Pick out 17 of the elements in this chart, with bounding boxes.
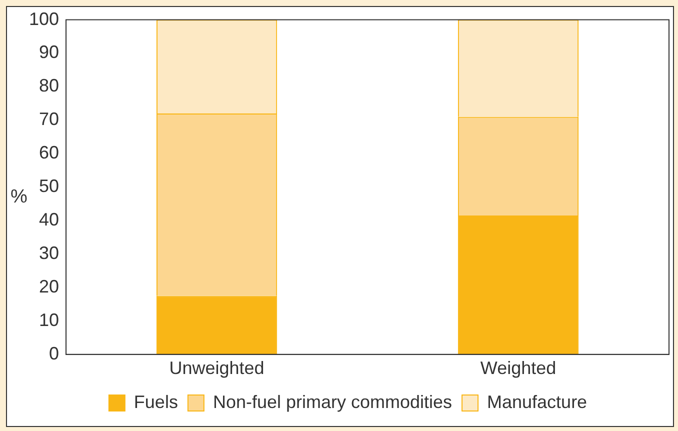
y-tick-label: 70 bbox=[39, 109, 60, 130]
legend-label: Non-fuel primary commodities bbox=[212, 392, 452, 412]
y-tick-label: 40 bbox=[39, 210, 60, 230]
x-tick-label: Weighted bbox=[480, 358, 556, 378]
x-tick-label: Unweighted bbox=[169, 358, 264, 378]
y-tick-label: 80 bbox=[39, 76, 60, 96]
y-tick-label: 30 bbox=[39, 242, 60, 263]
y-tick-label: 50 bbox=[39, 176, 60, 196]
y-tick-label: 20 bbox=[39, 276, 60, 296]
y-tick-label: 60 bbox=[39, 142, 60, 163]
y-axis-title: % bbox=[10, 186, 28, 208]
legend-label: Fuels bbox=[134, 392, 178, 412]
y-tick-label: 90 bbox=[39, 42, 60, 62]
y-tick-label: 10 bbox=[39, 310, 60, 330]
y-tick-label: 100 bbox=[28, 8, 60, 29]
y-tick-label: 0 bbox=[49, 343, 60, 364]
legend-label: Manufacture bbox=[487, 392, 588, 412]
